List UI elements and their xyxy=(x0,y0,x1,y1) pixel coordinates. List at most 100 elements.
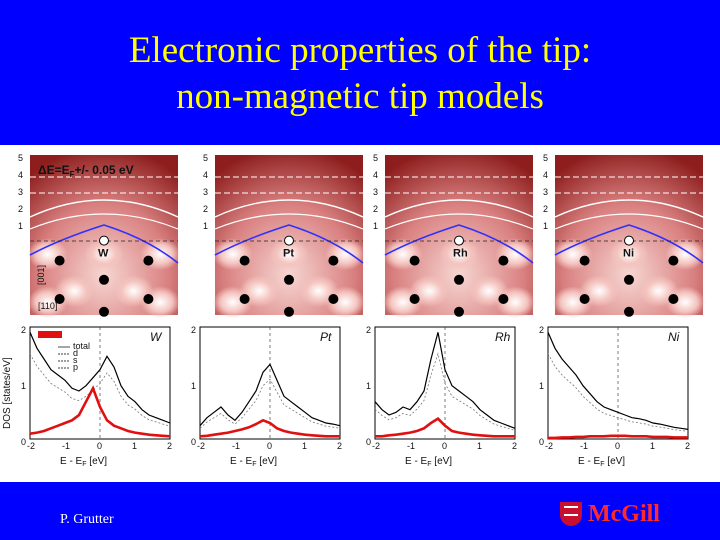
dos-x-tick: 1 xyxy=(477,441,482,451)
dos-element-label: Ni xyxy=(668,330,680,344)
dos-x-label: E - EF [eV] xyxy=(405,456,452,468)
dos-x-tick: -2 xyxy=(545,441,553,451)
density-blob xyxy=(212,286,253,319)
atom xyxy=(668,294,679,304)
atom xyxy=(454,306,464,317)
element-label: W xyxy=(98,248,109,260)
energy-window-label: ΔE=EF+/- 0.05 eV xyxy=(38,163,134,179)
dos-plot-rh: Rh -2 -1 0 1 2 2 1 0 E - EF [eV] xyxy=(366,325,517,468)
height-tick: 5 xyxy=(373,153,378,163)
density-blob xyxy=(495,286,536,319)
dos-y-tick: 2 xyxy=(366,325,371,335)
title-line-1: Electronic properties of the tip: xyxy=(128,30,592,71)
contour-line xyxy=(29,213,179,230)
dos-x-tick: -1 xyxy=(580,441,588,451)
dos-x-tick: 0 xyxy=(442,441,447,451)
dos-curve-total xyxy=(374,332,516,429)
dos-x-tick: 2 xyxy=(337,441,342,451)
dos-x-tick: -1 xyxy=(232,441,240,451)
dos-x-label: E - EF [eV] xyxy=(230,456,277,468)
height-tick: 3 xyxy=(203,187,208,197)
dos-y-tick: 1 xyxy=(539,381,544,391)
tip-apex-atom xyxy=(99,235,109,246)
atom xyxy=(579,294,590,304)
atom xyxy=(454,274,464,285)
contour-line xyxy=(384,199,534,218)
dos-x-tick: -2 xyxy=(372,441,380,451)
dos-element-label: W xyxy=(150,330,163,344)
dos-x-tick: -2 xyxy=(197,441,205,451)
dos-x-tick: 0 xyxy=(615,441,620,451)
dos-plots: W -2 -1 0 1 2 2 1 0 E - EF [eV] Pt -2 -1 0 1 2 2 1 0 E - EF… xyxy=(2,325,690,468)
atom xyxy=(54,294,65,304)
density-blob xyxy=(665,286,706,319)
contour-line xyxy=(384,213,534,230)
height-tick: 4 xyxy=(373,170,378,180)
height-tick: 2 xyxy=(203,204,208,214)
dos-x-sub: F xyxy=(427,461,431,468)
dos-curve-total xyxy=(29,332,171,424)
density-blob xyxy=(552,238,593,271)
atom xyxy=(143,294,154,304)
figure-panel: W 5 4 3 2 1 Pt 5 4 3 2 1 Rh 5 4 3 2 1 Ni 5 4 3 2 1 ΔE=EF+/- 0.05… xyxy=(0,145,720,482)
density-blob xyxy=(212,238,253,271)
dos-x-tick: -2 xyxy=(27,441,35,451)
dos-x-sub: F xyxy=(600,461,604,468)
dos-y-tick: 0 xyxy=(191,437,196,447)
height-tick: 4 xyxy=(203,170,208,180)
height-tick: 3 xyxy=(18,187,23,197)
element-label: Rh xyxy=(453,248,468,260)
shield-icon xyxy=(560,502,582,526)
atom xyxy=(239,294,250,304)
density-map-w: W 5 4 3 2 1 xyxy=(18,153,181,319)
height-tick: 5 xyxy=(543,153,548,163)
dos-x-label: E - EF [eV] xyxy=(578,456,625,468)
dos-x-units: [eV] xyxy=(257,456,278,467)
dos-x-units: [eV] xyxy=(87,456,108,467)
dos-y-tick: 1 xyxy=(366,381,371,391)
dos-x-tick: -1 xyxy=(62,441,70,451)
height-tick: 2 xyxy=(18,204,23,214)
mcgill-logo: McGill xyxy=(560,500,680,528)
atom xyxy=(54,255,65,266)
height-tick: 4 xyxy=(18,170,23,180)
dos-curve-red xyxy=(29,385,171,438)
logo-text: McGill xyxy=(588,501,660,527)
contour-line xyxy=(214,199,364,218)
dos-x-tick: -1 xyxy=(407,441,415,451)
density-blob xyxy=(609,238,649,271)
density-blob xyxy=(27,238,68,271)
contour-line xyxy=(554,213,704,230)
dos-x-tick: 2 xyxy=(685,441,690,451)
dos-y-tick: 2 xyxy=(21,325,26,335)
height-tick: 1 xyxy=(203,221,208,231)
contour-line xyxy=(29,199,179,218)
dos-curve-total xyxy=(547,332,689,430)
dos-curve-red xyxy=(375,417,515,438)
density-map-rh: Rh 5 4 3 2 1 xyxy=(373,153,536,319)
dos-x-sub: F xyxy=(252,461,256,468)
element-label: Pt xyxy=(283,248,294,260)
dos-plot-pt: Pt -2 -1 0 1 2 2 1 0 E - EF [eV] xyxy=(191,325,342,468)
dos-x-tick: 2 xyxy=(512,441,517,451)
dos-x-tick: 2 xyxy=(167,441,172,451)
energy-window-sub: F xyxy=(70,170,75,179)
atom xyxy=(409,255,420,266)
dos-y-label: DOS [states/eV] xyxy=(2,357,13,429)
dos-x-tick: 0 xyxy=(267,441,272,451)
dos-x-tick: 0 xyxy=(97,441,102,451)
dos-x-tick: 1 xyxy=(132,441,137,451)
dos-curve-partial xyxy=(29,353,171,427)
dos-x-label: E - EF [eV] xyxy=(60,456,107,468)
dos-x-sub: F xyxy=(82,461,86,468)
density-blob xyxy=(140,286,181,319)
legend-label: d xyxy=(73,348,78,358)
height-tick: 3 xyxy=(373,187,378,197)
figure-graphic: W 5 4 3 2 1 Pt 5 4 3 2 1 Rh 5 4 3 2 1 Ni 5 4 3 2 1 ΔE=EF+/- 0.05… xyxy=(2,153,706,468)
energy-window-rest: +/- 0.05 eV xyxy=(75,163,134,177)
dos-y-tick: 0 xyxy=(539,437,544,447)
density-map-pt: Pt 5 4 3 2 1 xyxy=(203,153,366,319)
dos-curve-partial xyxy=(374,352,516,431)
legend-label: total xyxy=(73,341,90,351)
